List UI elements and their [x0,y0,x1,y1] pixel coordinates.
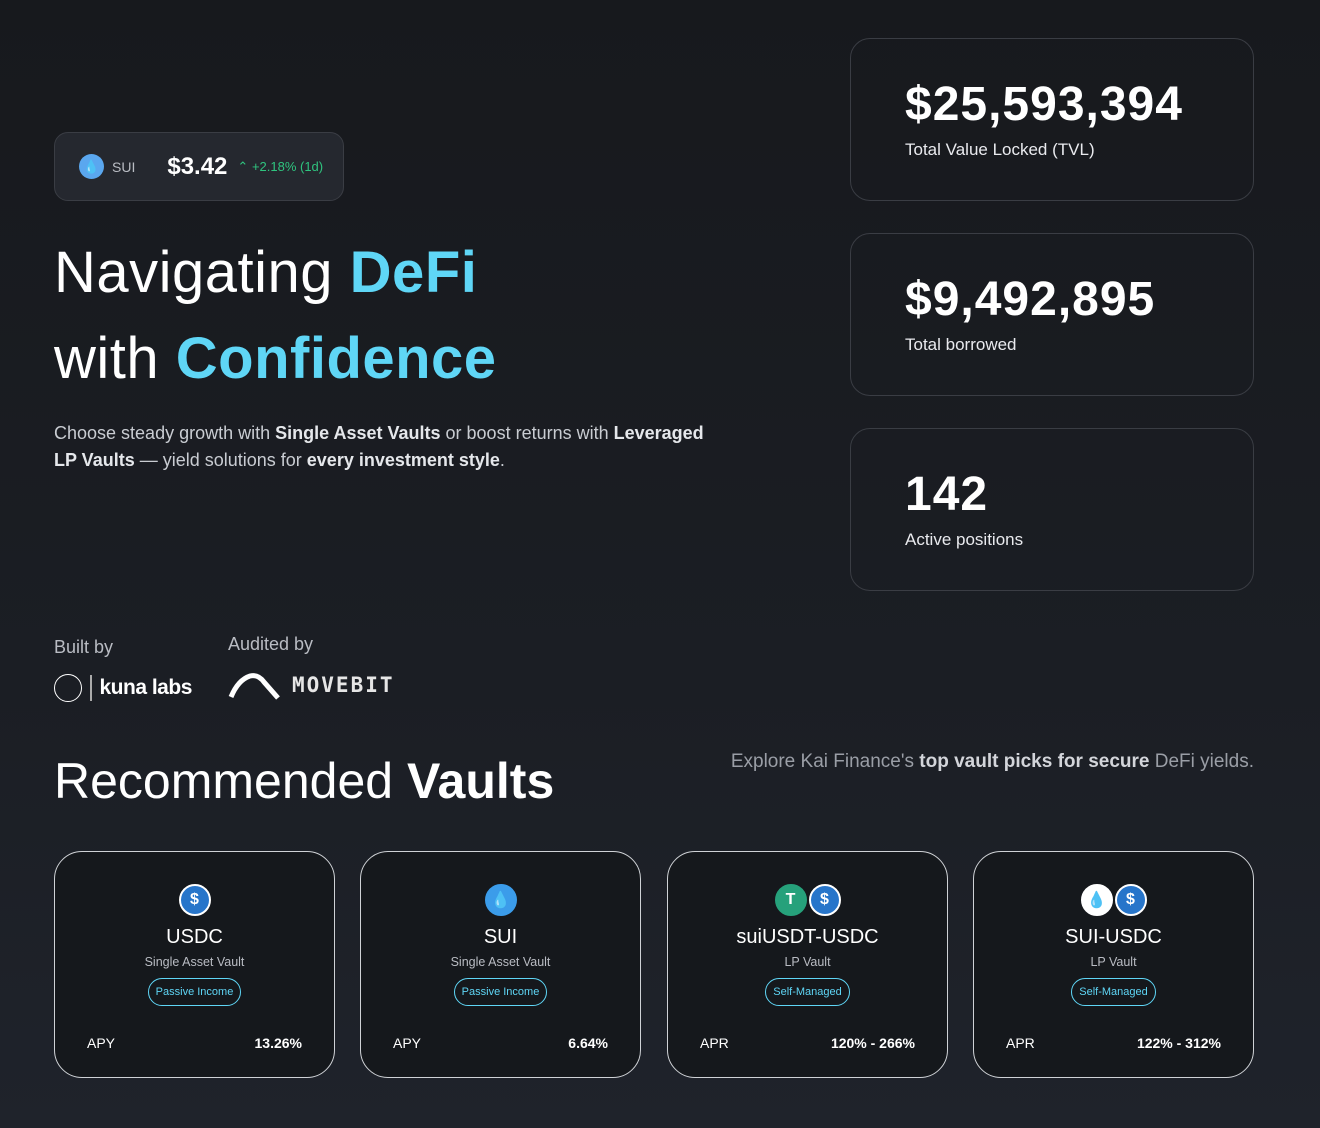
tag-badge: Self-Managed [1071,978,1156,1006]
ticker-change: ⌃ +2.18% (1d) [237,158,324,174]
usdc-icon: $ [1114,884,1147,916]
sui-icon: 💧 [1080,884,1113,916]
vault-card-usdc[interactable]: $ USDC Single Asset Vault Passive Income… [54,851,335,1078]
stat-positions: 142 Active positions [850,428,1254,591]
kuna-logo-icon [54,674,82,702]
ticker-symbol: SUI [112,158,136,175]
sui-price-ticker: 💧 SUI $3.42 ⌃ +2.18% (1d) [54,132,344,201]
hero-description: Choose steady growth with Single Asset V… [54,423,704,470]
sui-icon: 💧 [484,884,517,916]
vault-card-sui-usdc[interactable]: 💧 $ SUI-USDC LP Vault Self-Managed APR 122… [973,851,1254,1078]
vault-card-suiusdt-usdc[interactable]: T $ suiUSDT-USDC LP Vault Self-Managed AP… [667,851,948,1078]
audited-by-label: Audited by [228,634,314,654]
arrow-up-icon: ⌃ [237,158,249,174]
tag-badge: Passive Income [453,978,548,1006]
vault-card-sui[interactable]: 💧 SUI Single Asset Vault Passive Income … [360,851,641,1078]
usdc-icon: $ [178,884,211,916]
kuna-labs-logo[interactable]: kuna labs [54,674,192,702]
usdt-icon: T [774,884,807,916]
recommended-title: Recommended Vaults [54,753,555,809]
sui-drop-icon: 💧 [79,154,104,179]
explore-text: Explore Kai Finance's top vault picks fo… [730,751,1254,772]
movebit-logo-icon [228,673,280,700]
ticker-price: $3.42 [167,152,228,180]
movebit-logo[interactable]: MOVEBIT [228,670,395,700]
stat-borrowed: $9,492,895 Total borrowed [850,233,1254,396]
usdc-icon: $ [808,884,841,916]
tag-badge: Passive Income [147,978,242,1006]
built-by-label: Built by [54,637,114,657]
tag-badge: Self-Managed [765,978,850,1006]
hero-title: Navigating DeFi with Confidence [54,240,497,391]
stat-tvl: $25,593,394 Total Value Locked (TVL) [850,38,1254,201]
